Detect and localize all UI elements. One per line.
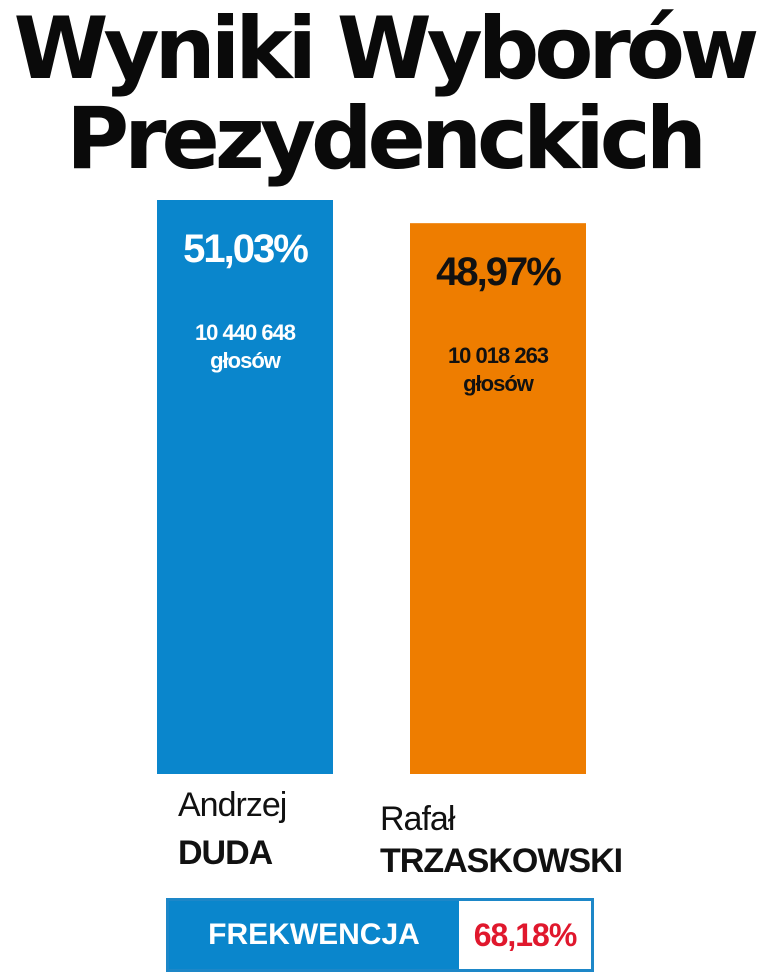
- bar-2-votes-unit: głosów: [463, 371, 535, 396]
- candidate-1-first-name: Andrzej: [178, 786, 287, 824]
- turnout-value: 68,18%: [459, 901, 591, 969]
- candidate-2-first-name: Rafał: [380, 800, 455, 838]
- turnout-label: FREKWENCJA: [169, 901, 459, 969]
- bar-1-percent-label: 51,03%: [183, 227, 308, 271]
- bar-2: [410, 223, 586, 775]
- bar-1-votes-unit: głosów: [210, 348, 282, 373]
- bar-2-percent-label: 48,97%: [436, 250, 561, 294]
- page-title: Wyniki Wyborów Prezydenckich: [0, 4, 768, 184]
- turnout-box: FREKWENCJA 68,18%: [166, 898, 594, 972]
- bar-1-votes-label: 10 440 648: [195, 320, 296, 345]
- bar-2-votes-label: 10 018 263: [448, 343, 549, 368]
- title-line-1: Wyniki Wyborów: [13, 0, 760, 99]
- title-line-2: Prezydenckich: [66, 89, 707, 189]
- candidate-2-last-name: TRZASKOWSKI: [380, 842, 623, 880]
- bar-1: [157, 200, 333, 774]
- candidate-1-last-name: DUDA: [178, 834, 273, 872]
